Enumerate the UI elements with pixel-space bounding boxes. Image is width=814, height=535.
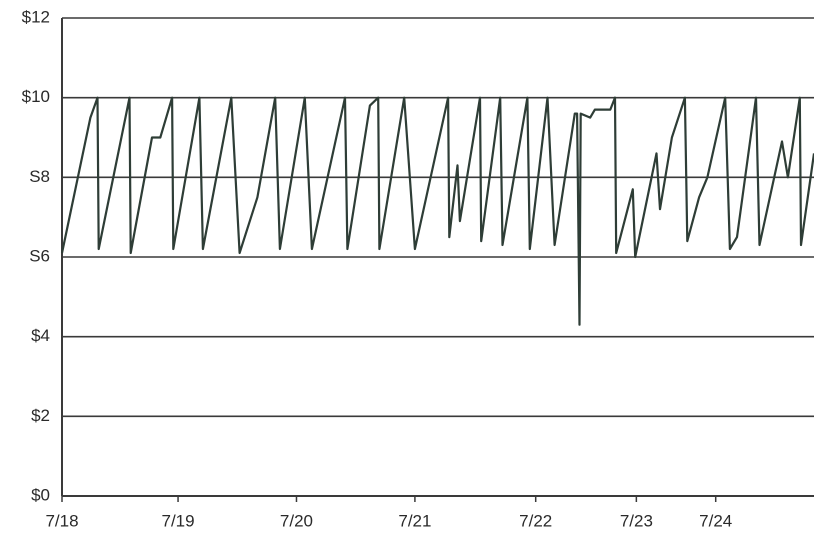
- y-tick-label: $0: [31, 485, 50, 504]
- y-tick-label: S6: [29, 246, 50, 265]
- x-tick-label: 7/20: [280, 511, 313, 530]
- x-tick-label: 7/24: [699, 511, 732, 530]
- x-tick-label: 7/18: [45, 511, 78, 530]
- y-tick-label: $2: [31, 406, 50, 425]
- y-tick-label: $10: [22, 87, 50, 106]
- x-tick-label: 7/19: [162, 511, 195, 530]
- x-tick-label: 7/23: [620, 511, 653, 530]
- x-tick-label: 7/22: [519, 511, 552, 530]
- y-tick-label: S8: [29, 167, 50, 186]
- x-tick-label: 7/21: [398, 511, 431, 530]
- y-tick-label: $4: [31, 326, 50, 345]
- y-tick-label: $12: [22, 7, 50, 26]
- price-line: [60, 96, 814, 326]
